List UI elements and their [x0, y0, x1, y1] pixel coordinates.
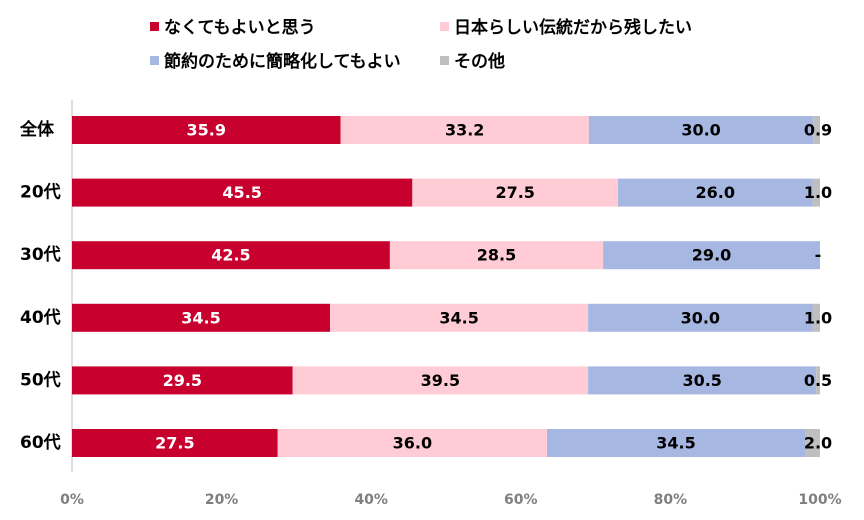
data-label-3-2: -	[815, 246, 822, 265]
data-label-1-4: 39.5	[421, 371, 460, 390]
data-label-0-5: 27.5	[155, 434, 194, 453]
bar-3-5	[805, 429, 820, 457]
x-tick-label-2: 40%	[354, 492, 388, 508]
category-label-1: 20代	[20, 182, 61, 203]
bar-2-1	[618, 178, 813, 207]
x-tick-label-1: 20%	[205, 492, 239, 508]
x-axis-ticks: 0% 20% 40% 60% 80% 100%	[60, 492, 842, 508]
bar-1-3	[330, 303, 589, 332]
data-label-1-0: 33.2	[445, 121, 484, 140]
data-label-1-5: 36.0	[393, 434, 432, 453]
category-label-3: 40代	[20, 307, 61, 328]
data-label-2-3: 30.0	[681, 308, 720, 327]
bar-0-4	[72, 366, 293, 395]
category-label-2: 30代	[20, 244, 61, 265]
data-label-0-4: 29.5	[163, 371, 202, 390]
x-tick-label-3: 60%	[504, 492, 538, 508]
legend-swatch-3	[440, 56, 449, 65]
data-label-0-1: 45.5	[222, 183, 261, 202]
bar-2-3	[588, 303, 813, 332]
category-labels: 全体 20代 30代 40代 50代 60代	[19, 119, 61, 453]
bar-0-0	[72, 116, 341, 144]
bar-0-1	[72, 178, 413, 207]
legend-swatch-1	[440, 22, 449, 31]
bar-3-4	[816, 366, 820, 395]
category-label-4: 50代	[20, 369, 61, 390]
bar-1-2	[389, 241, 604, 270]
x-tick-label-5: 100%	[798, 492, 841, 508]
data-label-0-3: 34.5	[181, 308, 220, 327]
category-label-0: 全体	[19, 119, 55, 140]
bar-1-1	[412, 178, 619, 207]
legend-label-1: 日本らしい伝統だから残したい	[454, 17, 692, 38]
data-label-2-0: 30.0	[681, 121, 720, 140]
data-label-2-4: 30.5	[682, 371, 721, 390]
bar-2-0	[588, 116, 814, 144]
bar-3-0	[813, 116, 820, 144]
data-label-1-2: 28.5	[477, 246, 516, 265]
bar-0-3	[72, 303, 331, 332]
plot-area: 35.9 33.2 30.0 0.9 45.5 27.5 26.0 1.0 42.5 28.5 29…	[71, 100, 832, 472]
data-label-1-1: 27.5	[495, 183, 534, 202]
bar-2-4	[588, 366, 817, 395]
data-label-2-1: 26.0	[696, 183, 735, 202]
legend-swatch-0	[150, 22, 159, 31]
x-tick-label-0: 0%	[60, 492, 84, 508]
data-label-2-2: 29.0	[692, 246, 731, 265]
bar-0-2	[72, 241, 390, 270]
data-label-1-3: 34.5	[439, 308, 478, 327]
data-label-3-1: 1.0	[804, 183, 832, 202]
bar-2-5	[546, 429, 806, 457]
bar-3-3	[812, 303, 820, 332]
bar-1-5	[277, 429, 547, 457]
data-label-0-0: 35.9	[187, 121, 226, 140]
data-label-3-3: 1.0	[804, 308, 832, 327]
data-label-2-5: 34.5	[656, 434, 695, 453]
data-label-0-2: 42.5	[211, 246, 250, 265]
category-label-5: 60代	[20, 432, 61, 453]
legend-label-3: その他	[454, 51, 505, 72]
bar-0-5	[72, 429, 278, 457]
data-label-3-5: 2.0	[804, 434, 832, 453]
legend-label-2: 節約のために簡略化してもよい	[163, 51, 401, 72]
bar-3-1	[812, 178, 820, 207]
bar-1-0	[340, 116, 589, 144]
x-tick-label-4: 80%	[654, 492, 688, 508]
data-label-3-4: 0.5	[804, 371, 832, 390]
legend-swatch-2	[150, 56, 159, 65]
bar-1-4	[292, 366, 589, 395]
legend-label-0: なくてもよいと思う	[164, 18, 316, 38]
data-label-3-0: 0.9	[804, 121, 832, 140]
bar-2-2	[603, 241, 820, 270]
